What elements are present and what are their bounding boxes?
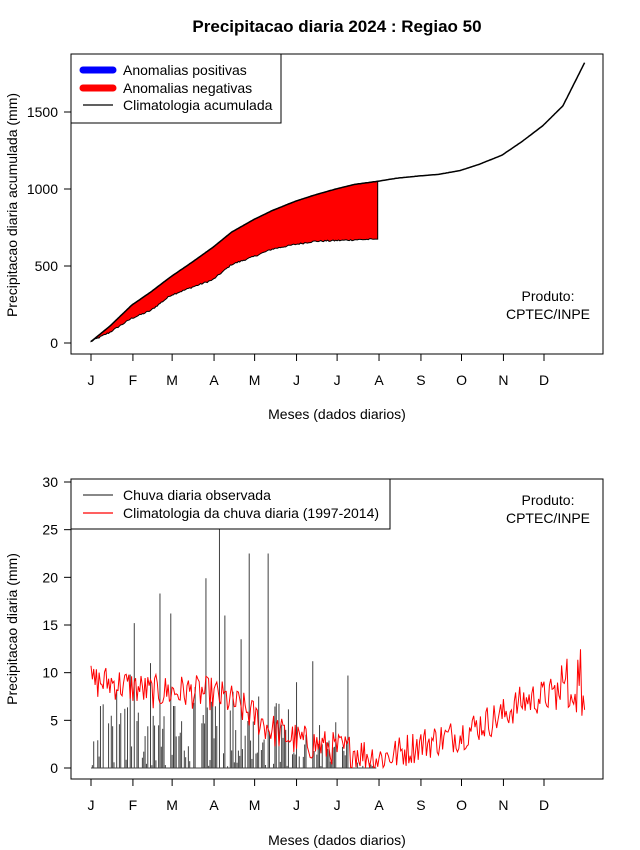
bottom-x-tick-label: M — [166, 797, 178, 813]
daily-precip-panel: 0 5 10 15 20 25 30 J F M A M J J A S O N D Precipitacao d… — [4, 474, 604, 848]
legend-negative-label: Anomalias negativas — [123, 80, 252, 96]
top-x-tick-label: M — [249, 372, 261, 388]
top-legend: Anomalias positivas Anomalias negativas … — [70, 53, 282, 124]
bottom-y-tick-label: 0 — [50, 760, 58, 776]
bottom-x-tick-label: M — [249, 797, 261, 813]
legend-observed-label: Chuva diaria observada — [123, 487, 271, 503]
top-x-tick-label: O — [456, 372, 467, 388]
bottom-y-tick-label: 20 — [42, 569, 58, 585]
climatology-accumulated-line — [90, 62, 586, 343]
bottom-y-tick-label: 10 — [42, 665, 58, 681]
top-y-axis-label: Precipitacao diaria acumulada (mm) — [4, 93, 20, 317]
top-x-tick-label: F — [129, 372, 138, 388]
bottom-credit-produto: Produto: — [522, 492, 575, 508]
bottom-credit-cptec: CPTEC/INPE — [506, 510, 590, 526]
top-x-tick-label: A — [374, 372, 384, 388]
top-x-axis-label: Meses (dados diarios) — [268, 406, 406, 422]
top-x-tick-label: D — [539, 372, 549, 388]
bottom-x-tick-label: S — [416, 797, 425, 813]
top-y-tick-label: 1000 — [27, 181, 58, 197]
top-x-tick-label: J — [334, 372, 341, 388]
top-y-tick-label: 1500 — [27, 104, 58, 120]
top-credit-produto: Produto: — [522, 288, 575, 304]
legend-daily-clim-label: Climatologia da chuva diaria (1997-2014) — [123, 505, 379, 521]
bottom-y-tick-label: 5 — [50, 712, 58, 728]
bottom-y-tick-label: 25 — [42, 522, 58, 538]
bottom-y-axis: 0 5 10 15 20 25 30 — [42, 474, 72, 776]
accumulated-precip-panel: 0 500 1000 1500 J F M A M J J A S O N D Precipitacao d… — [4, 53, 604, 422]
top-y-tick-label: 500 — [35, 258, 59, 274]
top-y-axis: 0 500 1000 1500 — [27, 104, 72, 351]
daily-plot-area — [90, 524, 586, 770]
top-x-tick-label: S — [416, 372, 425, 388]
bottom-x-tick-label: J — [293, 797, 300, 813]
top-x-tick-label: A — [209, 372, 219, 388]
bottom-x-axis-label: Meses (dados diarios) — [268, 832, 406, 848]
bottom-x-tick-label: J — [334, 797, 341, 813]
top-x-tick-label: N — [498, 372, 508, 388]
top-x-tick-label: M — [166, 372, 178, 388]
bottom-y-axis-label: Precipitacao diaria (mm) — [4, 553, 20, 705]
bottom-legend: Chuva diaria observada Climatologia da c… — [70, 478, 391, 530]
bottom-legend-box — [70, 478, 391, 530]
bottom-x-tick-label: J — [88, 797, 95, 813]
top-x-tick-label: J — [88, 372, 95, 388]
chart-title: Precipitacao diaria 2024 : Regiao 50 — [192, 17, 481, 36]
top-credit-cptec: CPTEC/INPE — [506, 306, 590, 322]
legend-positive-label: Anomalias positivas — [123, 62, 247, 78]
negative-anomaly-area — [90, 180, 379, 343]
bottom-x-tick-label: F — [129, 797, 138, 813]
bottom-y-tick-label: 30 — [42, 474, 58, 490]
top-y-tick-label: 0 — [50, 335, 58, 351]
observed-daily-series — [91, 524, 377, 769]
bottom-x-tick-label: O — [456, 797, 467, 813]
bottom-x-tick-label: D — [539, 797, 549, 813]
legend-climatology-label: Climatologia acumulada — [123, 97, 273, 113]
top-x-tick-label: J — [293, 372, 300, 388]
bottom-x-tick-label: N — [498, 797, 508, 813]
bottom-x-tick-label: A — [374, 797, 384, 813]
daily-climatology-line — [90, 649, 586, 770]
bottom-x-tick-label: A — [209, 797, 219, 813]
bottom-y-tick-label: 15 — [42, 617, 58, 633]
accumulated-plot-area — [90, 62, 586, 343]
